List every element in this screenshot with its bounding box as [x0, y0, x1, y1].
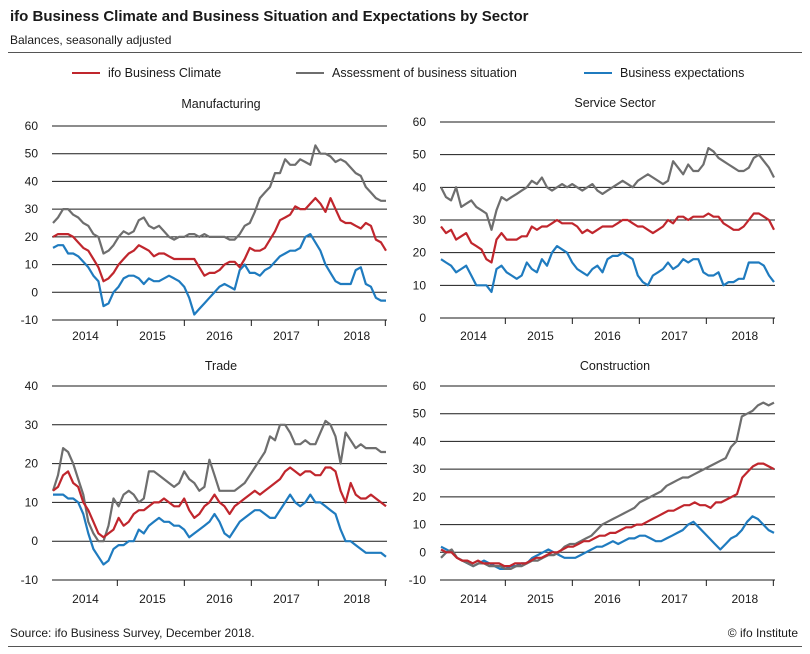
x-tick-label: 2018 [343, 329, 370, 343]
y-tick-label: 20 [413, 246, 427, 260]
bottom-divider [8, 646, 802, 647]
series-line [52, 197, 387, 283]
x-tick-label: 2016 [206, 592, 233, 606]
x-tick-label: 2014 [460, 329, 487, 343]
y-tick-label: -10 [21, 573, 39, 587]
x-tick-label: 2017 [273, 329, 300, 343]
legend-item-situation: Assessment of business situation [296, 64, 517, 82]
series-line [52, 233, 386, 316]
series-line [440, 245, 775, 293]
x-tick-label: 2014 [460, 592, 487, 606]
y-tick-label: 0 [31, 285, 38, 299]
y-tick-label: -10 [409, 573, 427, 587]
series-line [51, 419, 386, 543]
legend-item-climate: ifo Business Climate [72, 64, 221, 82]
legend: ifo Business Climate Assessment of busin… [0, 64, 810, 82]
y-tick-label: -10 [21, 313, 39, 327]
panel-title: Service Sector [574, 96, 655, 110]
y-tick-label: 60 [413, 379, 427, 393]
x-tick-label: 2018 [731, 592, 758, 606]
y-tick-label: 50 [25, 147, 39, 161]
legend-swatch-situation [296, 71, 324, 75]
y-tick-label: 30 [25, 418, 39, 432]
chart-title: ifo Business Climate and Business Situat… [10, 8, 529, 25]
y-tick-label: 40 [413, 180, 427, 194]
y-tick-label: 10 [413, 278, 427, 292]
x-tick-label: 2018 [731, 329, 758, 343]
series-line [440, 462, 775, 568]
y-tick-label: 60 [413, 115, 427, 129]
x-tick-label: 2018 [343, 592, 370, 606]
series-line [440, 147, 775, 231]
y-tick-label: 40 [25, 174, 39, 188]
x-tick-label: 2016 [594, 592, 621, 606]
x-tick-label: 2014 [72, 329, 99, 343]
series-line [52, 144, 386, 255]
y-tick-label: 60 [25, 119, 39, 133]
x-tick-label: 2014 [72, 592, 99, 606]
y-tick-label: 50 [413, 148, 427, 162]
x-tick-label: 2015 [527, 592, 554, 606]
y-tick-label: 0 [419, 311, 426, 325]
y-tick-label: 0 [419, 545, 426, 559]
chart-subtitle: Balances, seasonally adjusted [10, 33, 172, 47]
y-tick-label: 20 [413, 490, 427, 504]
x-tick-label: 2015 [139, 329, 166, 343]
y-tick-label: 10 [25, 495, 39, 509]
x-tick-label: 2017 [661, 329, 688, 343]
series-line [52, 466, 387, 539]
x-tick-label: 2015 [139, 592, 166, 606]
legend-swatch-climate [72, 71, 100, 75]
y-tick-label: 10 [25, 258, 39, 272]
source-note: Source: ifo Business Survey, December 20… [10, 626, 255, 640]
series-line [440, 401, 775, 571]
copyright-note: © ifo Institute [727, 626, 798, 640]
y-tick-label: 30 [25, 202, 39, 216]
y-tick-label: 30 [413, 462, 427, 476]
y-tick-label: 50 [413, 407, 427, 421]
top-divider [8, 52, 802, 53]
x-tick-label: 2016 [594, 329, 621, 343]
legend-label-climate: ifo Business Climate [108, 66, 222, 80]
y-tick-label: 20 [25, 230, 39, 244]
legend-label-expectations: Business expectations [620, 66, 745, 80]
x-tick-label: 2015 [527, 329, 554, 343]
x-tick-label: 2017 [273, 592, 300, 606]
y-tick-label: 40 [413, 434, 427, 448]
series-line [440, 212, 775, 264]
legend-item-expectations: Business expectations [584, 64, 744, 82]
legend-label-situation: Assessment of business situation [332, 66, 517, 80]
x-tick-label: 2016 [206, 329, 233, 343]
panel-title: Construction [580, 359, 650, 373]
x-tick-label: 2017 [661, 592, 688, 606]
panel-title: Manufacturing [181, 97, 260, 111]
panel-title: Trade [205, 359, 237, 373]
y-tick-label: 0 [31, 534, 38, 548]
legend-swatch-expectations [584, 71, 612, 75]
y-tick-label: 30 [413, 213, 427, 227]
y-tick-label: 40 [25, 379, 39, 393]
y-tick-label: 20 [25, 457, 39, 471]
y-tick-label: 10 [413, 518, 427, 532]
series-line [53, 493, 387, 566]
